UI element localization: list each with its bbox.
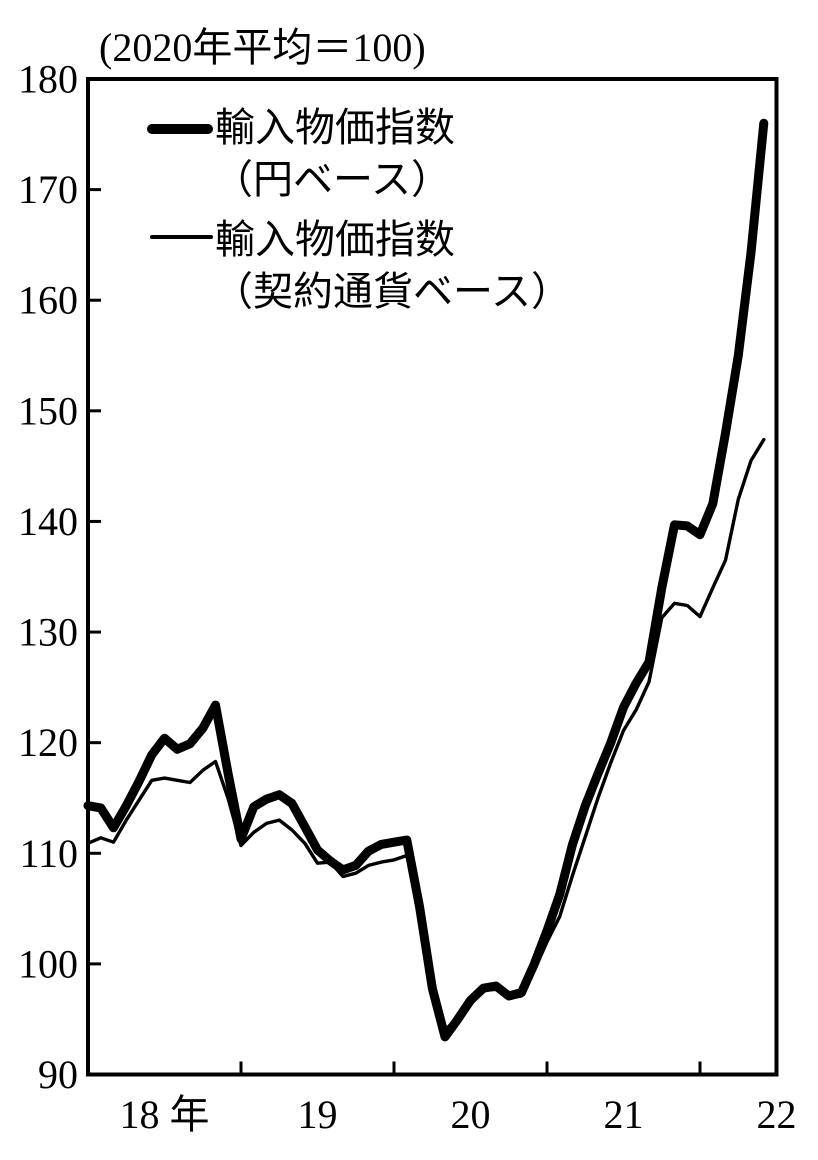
legend-label-contract-line1: 輸入物価指数 xyxy=(215,217,455,262)
legend-thick-line-swatch xyxy=(147,124,213,134)
legend-label-contract-line2: （契約通貨ベース） xyxy=(213,269,571,314)
chart-title: (2020年平均＝100) xyxy=(99,25,426,70)
y-axis-label: 180 xyxy=(18,57,78,102)
y-axis-label: 100 xyxy=(18,941,78,986)
y-axis-label: 150 xyxy=(18,388,78,433)
y-axis-label: 120 xyxy=(18,720,78,765)
legend-thin-line-swatch xyxy=(150,235,213,239)
y-axis-label: 90 xyxy=(38,1052,78,1097)
y-axis-label: 130 xyxy=(18,610,78,655)
legend-label-yen-line1: 輸入物価指数 xyxy=(215,105,455,150)
y-axis-label: 170 xyxy=(18,167,78,212)
y-axis-label: 160 xyxy=(18,278,78,323)
x-axis-label: 19 xyxy=(298,1092,338,1137)
x-axis-label: 20 xyxy=(451,1092,491,1137)
y-axis-label: 110 xyxy=(19,831,78,876)
x-axis-label: 21 xyxy=(604,1092,644,1137)
x-axis-label: 18 年 xyxy=(120,1092,210,1137)
y-axis-label: 140 xyxy=(18,499,78,544)
series-line-contract-currency-base xyxy=(86,437,766,1033)
legend-label-yen-line2: （円ベース） xyxy=(213,157,451,202)
x-axis-label: 22 xyxy=(757,1092,797,1137)
plot-frame xyxy=(86,77,779,1077)
